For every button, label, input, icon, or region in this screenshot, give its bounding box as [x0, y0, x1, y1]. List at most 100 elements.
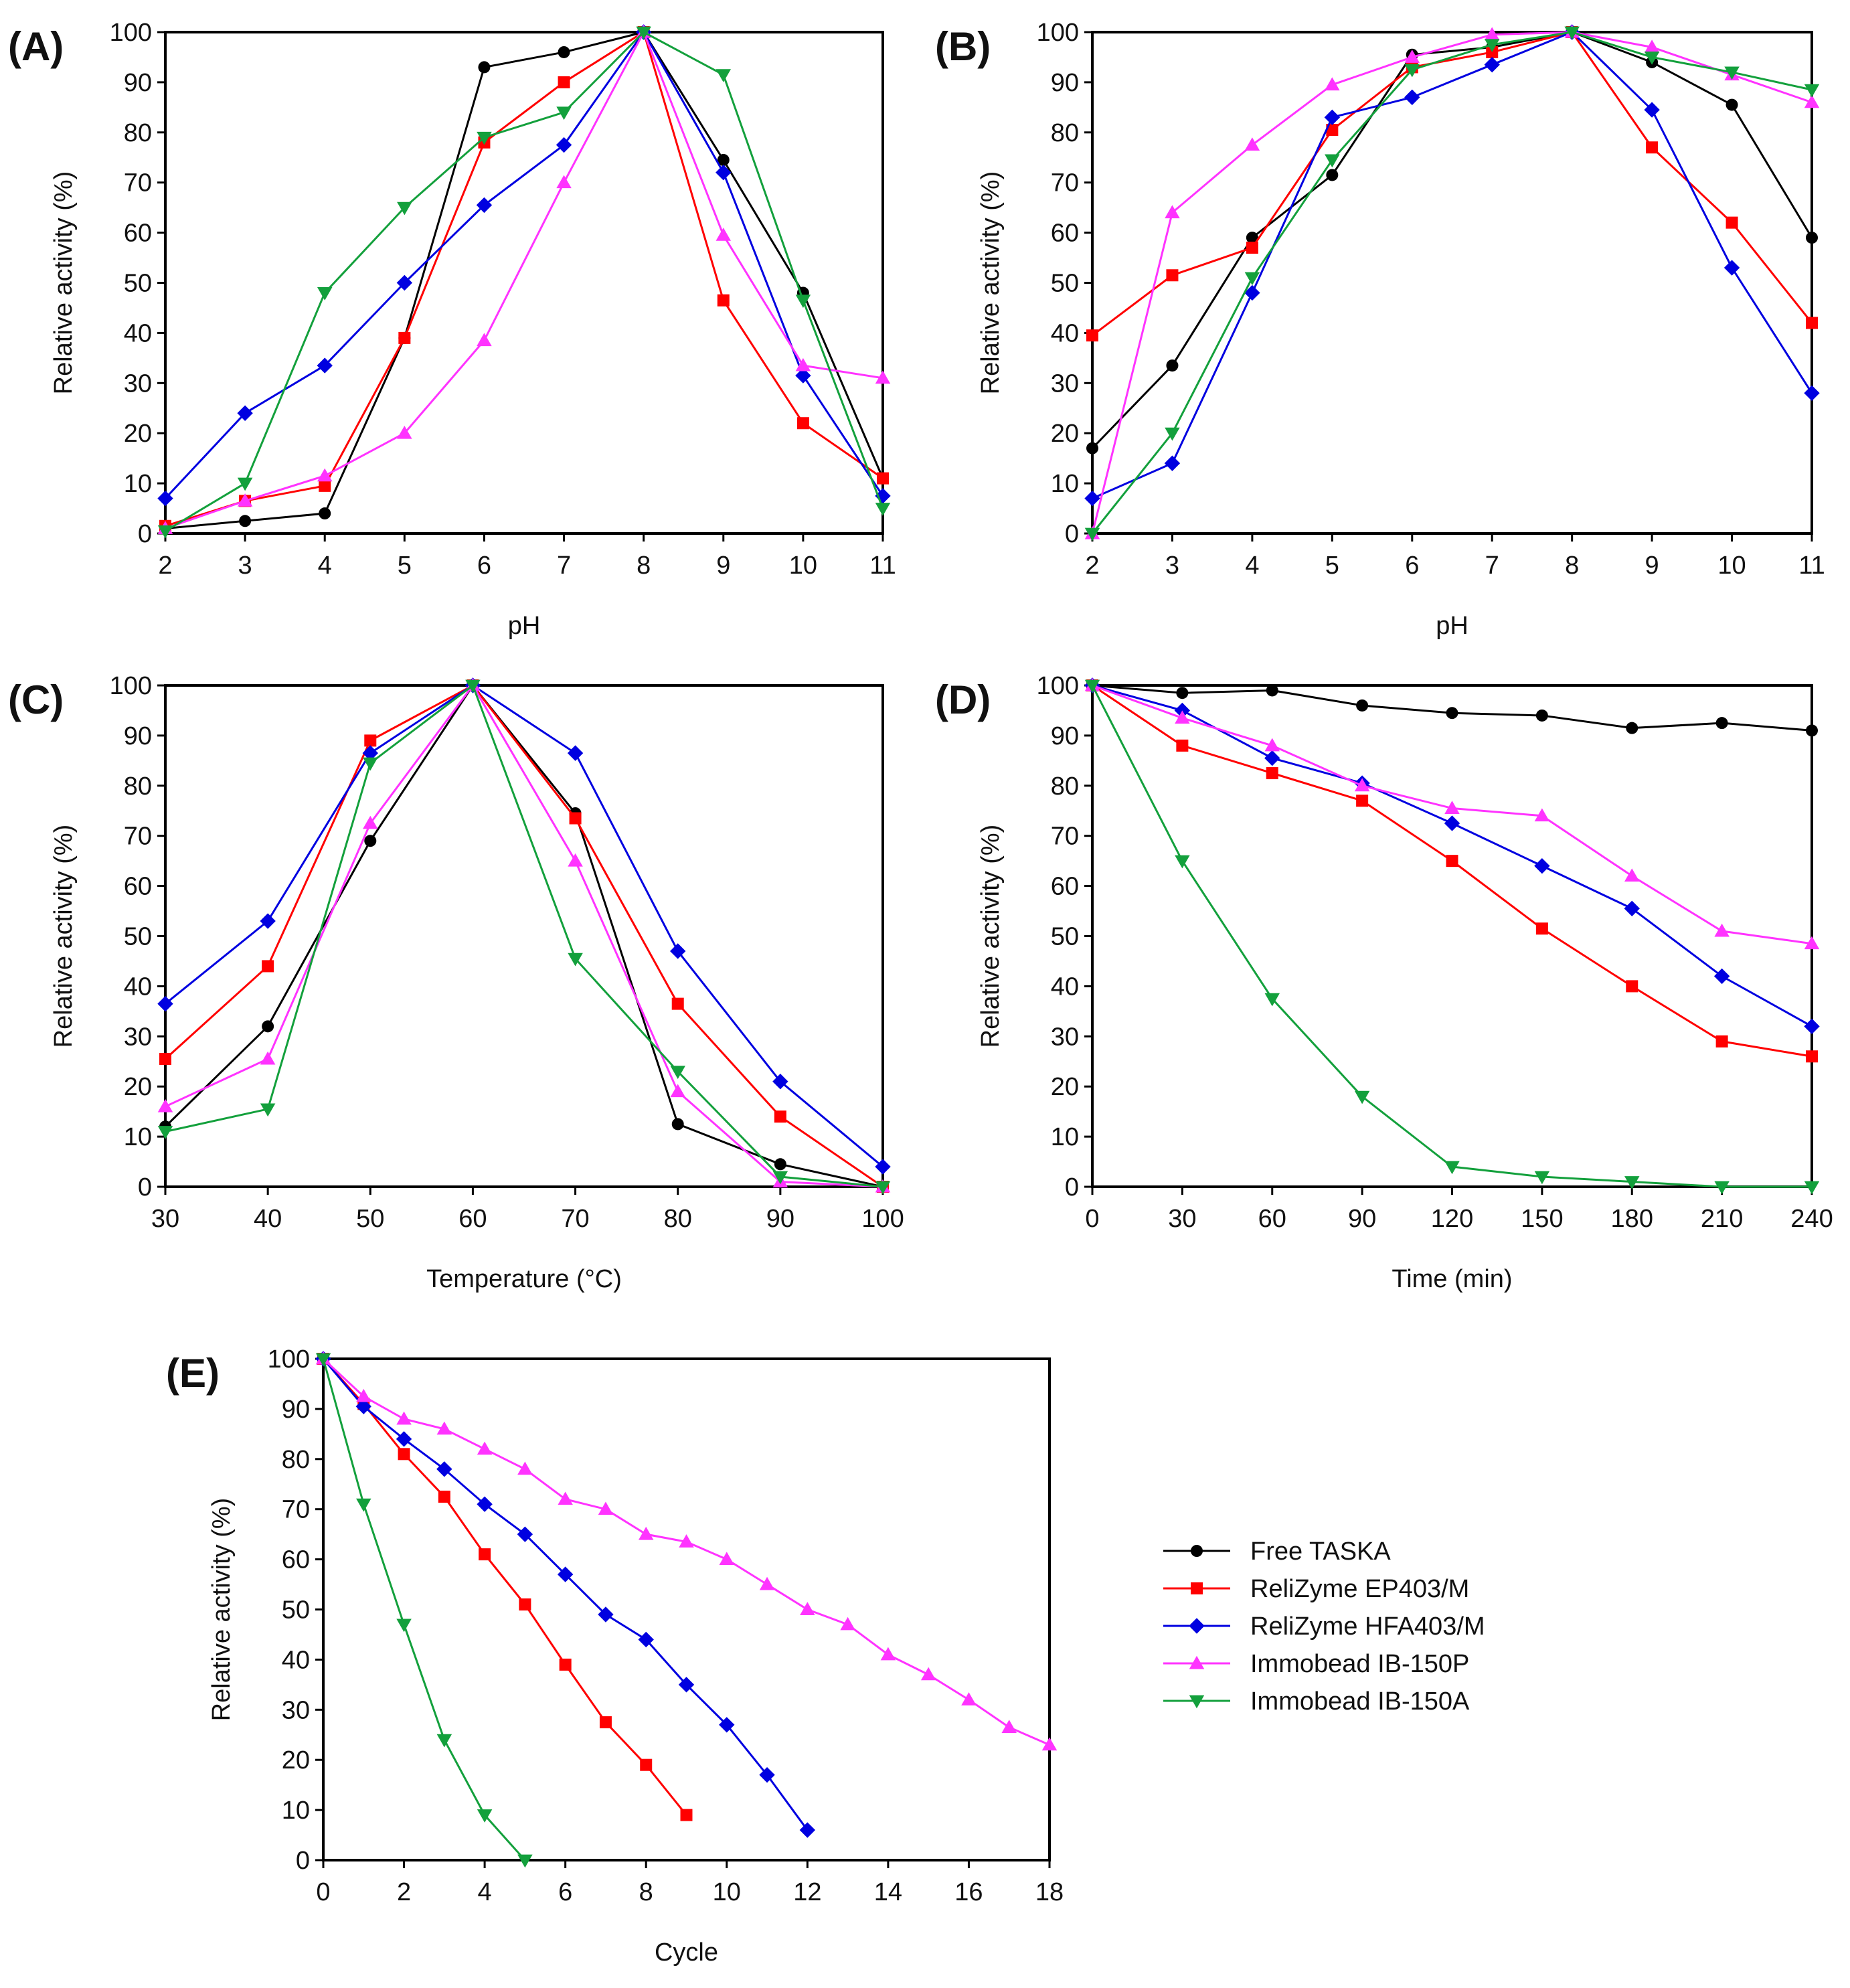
y-tick-label: 60: [1051, 220, 1079, 248]
data-point: [363, 757, 378, 771]
x-tick-label: 8: [639, 1878, 653, 1906]
x-tick-label: 80: [664, 1205, 692, 1233]
data-point: [478, 61, 491, 74]
series-line: [1091, 31, 1813, 449]
data-point: [1086, 442, 1098, 454]
legend-marker: [1189, 1655, 1205, 1669]
data-point: [1404, 64, 1420, 78]
data-point: [1806, 317, 1818, 329]
data-point: [465, 679, 481, 693]
y-tick-label: 90: [282, 1396, 310, 1424]
y-tick-label: 60: [124, 873, 152, 901]
x-tick-label: 6: [1405, 552, 1419, 580]
x-tick-label: 60: [1258, 1205, 1286, 1233]
data-point: [438, 1490, 450, 1503]
data-point: [398, 1448, 410, 1461]
data-point: [477, 333, 492, 347]
data-point: [1534, 1171, 1550, 1185]
x-tick-label: 2: [158, 552, 172, 580]
series-line: [1092, 31, 1813, 337]
data-point: [477, 1441, 493, 1455]
x-tick-label: 120: [1431, 1205, 1473, 1233]
data-point: [1176, 739, 1189, 752]
y-tick-label: 40: [1051, 973, 1079, 1001]
data-point: [875, 370, 891, 384]
y-tick-label: 20: [1051, 1073, 1079, 1101]
series-immobead-ib-150p: [315, 1351, 1058, 1751]
x-tick-label: 150: [1521, 1205, 1563, 1233]
data-point: [670, 1066, 685, 1079]
data-point: [1535, 709, 1548, 722]
y-tick-label: 70: [1051, 169, 1079, 197]
data-point: [1444, 801, 1460, 814]
x-tick-label: 11: [869, 552, 896, 580]
data-point: [1714, 923, 1730, 937]
legend-label: Immobead IB-150P: [1250, 1650, 1469, 1678]
y-tick-label: 100: [268, 1345, 310, 1374]
series-line: [165, 30, 884, 527]
y-tick-label: 30: [1051, 1023, 1079, 1051]
data-point: [1484, 39, 1500, 52]
data-point: [1714, 1181, 1730, 1195]
x-tick-label: 5: [1325, 552, 1339, 580]
data-point: [1404, 50, 1420, 63]
series-immobead-ib-150a: [315, 1353, 533, 1868]
x-tick-label: 3: [1165, 552, 1179, 580]
y-tick-label: 20: [1051, 420, 1079, 448]
data-point: [157, 525, 173, 539]
y-tick-label: 20: [124, 1073, 152, 1101]
panel-label: (A): [8, 24, 64, 69]
y-tick-label: 0: [138, 1173, 152, 1202]
data-point: [1804, 94, 1820, 108]
y-tick-label: 10: [124, 470, 152, 498]
data-point: [1446, 707, 1458, 720]
series-line: [322, 1358, 526, 1861]
data-point: [315, 1353, 331, 1367]
data-point: [558, 1491, 573, 1505]
data-point: [875, 503, 891, 516]
legend-marker: [1189, 1695, 1205, 1709]
data-point: [1644, 39, 1660, 53]
y-tick-label: 50: [124, 923, 152, 951]
x-tick-label: 8: [1565, 552, 1579, 580]
data-point: [1626, 722, 1638, 734]
y-tick-label: 60: [124, 220, 152, 248]
legend-item-free-taska: Free TASKA: [1163, 1538, 1391, 1566]
y-tick-label: 50: [282, 1596, 310, 1625]
x-tick-label: 12: [793, 1878, 821, 1906]
y-tick-label: 90: [1051, 722, 1079, 750]
data-point: [716, 69, 732, 82]
data-point: [1484, 56, 1500, 73]
series-immobead-ib-150a: [1084, 26, 1820, 542]
data-point: [262, 1020, 274, 1033]
data-point: [362, 745, 378, 761]
data-point: [759, 1576, 775, 1590]
data-point: [961, 1692, 977, 1706]
data-point: [1724, 66, 1740, 80]
data-point: [640, 1758, 653, 1771]
data-point: [800, 1602, 815, 1615]
data-point: [840, 1617, 855, 1631]
data-point: [479, 1548, 491, 1561]
data-point: [317, 287, 333, 301]
data-point: [397, 425, 412, 439]
x-tick-label: 14: [874, 1878, 902, 1906]
data-point: [519, 1598, 531, 1611]
data-point: [568, 853, 583, 867]
data-point: [237, 405, 253, 421]
data-point: [1175, 855, 1190, 869]
data-point: [598, 1606, 614, 1623]
x-tick-label: 100: [861, 1205, 904, 1233]
y-tick-label: 0: [1065, 1173, 1079, 1202]
y-tick-label: 20: [124, 420, 152, 448]
data-point: [1404, 89, 1420, 106]
y-axis-title: Relative activity (%): [50, 171, 78, 395]
series-line: [164, 684, 884, 1188]
series-line: [164, 683, 884, 1188]
x-tick-label: 3: [238, 552, 252, 580]
data-point: [237, 477, 253, 491]
data-point: [159, 1053, 171, 1066]
panel-b: 0 10 20 30 40 50 60 70 80 90 100 2 3 4 5 6 7 8 9 10 11 pH Rela…: [935, 19, 1825, 640]
data-point: [396, 274, 413, 291]
